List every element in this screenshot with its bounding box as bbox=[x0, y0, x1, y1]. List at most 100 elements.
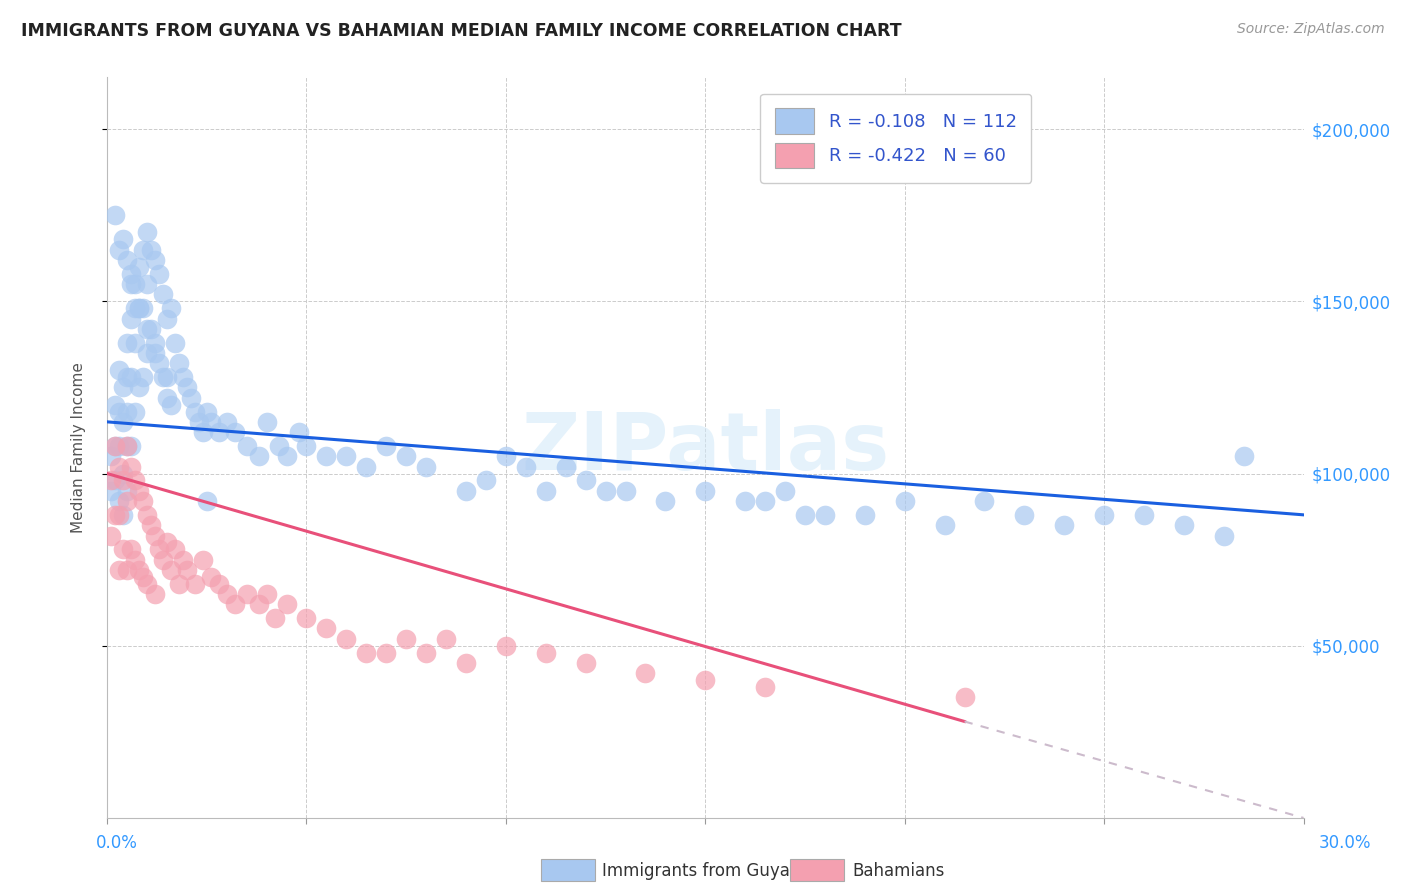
Point bbox=[115, 563, 138, 577]
Point bbox=[104, 398, 127, 412]
Point bbox=[156, 535, 179, 549]
Point bbox=[1133, 508, 1156, 522]
Point bbox=[120, 277, 142, 291]
Point bbox=[163, 335, 186, 350]
Point bbox=[156, 370, 179, 384]
Point bbox=[100, 528, 122, 542]
Point bbox=[375, 646, 398, 660]
Point bbox=[356, 459, 378, 474]
Point bbox=[124, 552, 146, 566]
Point bbox=[112, 380, 135, 394]
Point bbox=[104, 439, 127, 453]
Point bbox=[893, 494, 915, 508]
Text: Immigrants from Guyana: Immigrants from Guyana bbox=[602, 862, 810, 880]
Point bbox=[315, 622, 337, 636]
Point bbox=[163, 542, 186, 557]
Point bbox=[136, 508, 159, 522]
Point bbox=[104, 208, 127, 222]
Point bbox=[152, 287, 174, 301]
Point bbox=[195, 404, 218, 418]
Point bbox=[143, 346, 166, 360]
Point bbox=[734, 494, 756, 508]
Point bbox=[395, 450, 418, 464]
Point bbox=[167, 356, 190, 370]
Legend: R = -0.108   N = 112, R = -0.422   N = 60: R = -0.108 N = 112, R = -0.422 N = 60 bbox=[761, 94, 1031, 183]
Point bbox=[152, 370, 174, 384]
Point bbox=[156, 311, 179, 326]
Point bbox=[654, 494, 676, 508]
Point bbox=[148, 267, 170, 281]
Point bbox=[124, 277, 146, 291]
Point bbox=[315, 450, 337, 464]
Point bbox=[108, 494, 131, 508]
Point bbox=[247, 598, 270, 612]
Point bbox=[200, 415, 222, 429]
Point bbox=[132, 301, 155, 316]
Point bbox=[139, 322, 162, 336]
Text: IMMIGRANTS FROM GUYANA VS BAHAMIAN MEDIAN FAMILY INCOME CORRELATION CHART: IMMIGRANTS FROM GUYANA VS BAHAMIAN MEDIA… bbox=[21, 22, 901, 40]
Point bbox=[120, 439, 142, 453]
Point bbox=[495, 639, 517, 653]
Point bbox=[184, 404, 207, 418]
Point bbox=[224, 425, 246, 440]
Point bbox=[754, 680, 776, 694]
Point bbox=[814, 508, 837, 522]
Point bbox=[128, 483, 150, 498]
Text: 30.0%: 30.0% bbox=[1319, 834, 1371, 852]
Point bbox=[160, 563, 183, 577]
Point bbox=[112, 474, 135, 488]
Point bbox=[124, 335, 146, 350]
Point bbox=[1053, 518, 1076, 533]
Point bbox=[187, 415, 209, 429]
Point bbox=[132, 370, 155, 384]
Point bbox=[235, 587, 257, 601]
Point bbox=[695, 673, 717, 688]
Point bbox=[104, 474, 127, 488]
Point bbox=[794, 508, 817, 522]
Point bbox=[256, 415, 278, 429]
Point bbox=[208, 425, 231, 440]
Point bbox=[235, 439, 257, 453]
Point bbox=[108, 459, 131, 474]
Point bbox=[1092, 508, 1115, 522]
Point bbox=[295, 439, 318, 453]
Point bbox=[148, 542, 170, 557]
Point bbox=[115, 370, 138, 384]
Point bbox=[534, 646, 557, 660]
Point bbox=[120, 542, 142, 557]
Point bbox=[434, 632, 457, 646]
Point bbox=[495, 450, 517, 464]
Point bbox=[215, 415, 238, 429]
Point bbox=[1014, 508, 1036, 522]
Point bbox=[853, 508, 876, 522]
Point bbox=[224, 598, 246, 612]
Point bbox=[124, 404, 146, 418]
Point bbox=[108, 508, 131, 522]
Point bbox=[115, 494, 138, 508]
Point bbox=[115, 404, 138, 418]
Point bbox=[139, 518, 162, 533]
Point bbox=[112, 542, 135, 557]
Point bbox=[295, 611, 318, 625]
Point bbox=[614, 483, 637, 498]
Point bbox=[160, 398, 183, 412]
Point bbox=[115, 252, 138, 267]
Text: Source: ZipAtlas.com: Source: ZipAtlas.com bbox=[1237, 22, 1385, 37]
Point bbox=[215, 587, 238, 601]
Point bbox=[595, 483, 617, 498]
Point bbox=[115, 439, 138, 453]
Point bbox=[136, 346, 159, 360]
Point bbox=[120, 311, 142, 326]
Point bbox=[167, 576, 190, 591]
Point bbox=[754, 494, 776, 508]
Point bbox=[124, 301, 146, 316]
Point bbox=[112, 467, 135, 481]
Point bbox=[575, 656, 598, 670]
Point bbox=[132, 570, 155, 584]
Point bbox=[195, 494, 218, 508]
Point bbox=[375, 439, 398, 453]
Text: 0.0%: 0.0% bbox=[96, 834, 138, 852]
Point bbox=[115, 335, 138, 350]
Point bbox=[143, 528, 166, 542]
Point bbox=[104, 508, 127, 522]
